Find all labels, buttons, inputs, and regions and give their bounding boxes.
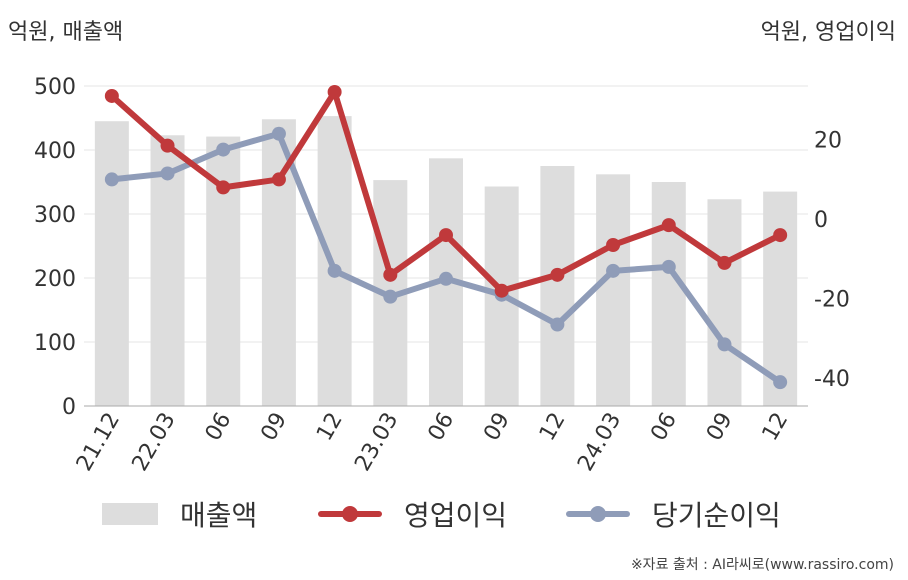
left-tick-label: 400 [34, 139, 76, 164]
legend-label-revenue: 매출액 [180, 499, 258, 532]
x-tick-label: 06 [201, 409, 237, 446]
legend-label-operating-profit: 영업이익 [404, 499, 508, 532]
x-tick-label: 09 [479, 409, 515, 446]
point-net-income [550, 317, 565, 332]
right-tick-label: -20 [814, 288, 850, 313]
point-net-income [439, 271, 453, 286]
left-tick-label: 200 [34, 267, 76, 292]
right-axis-unit: 억원, 영업이익 [760, 20, 896, 45]
point-net-income [661, 259, 676, 274]
bar-revenue [317, 116, 352, 406]
bar-revenue [596, 174, 631, 406]
left-tick-label: 100 [34, 331, 76, 356]
right-tick-label: 20 [814, 129, 842, 154]
point-operating-profit [160, 138, 175, 153]
point-operating-profit [661, 218, 676, 233]
bar-revenue [707, 199, 742, 406]
legend-item-operating-profit: 영업이익 [318, 492, 507, 536]
point-operating-profit [271, 172, 286, 187]
x-tick-label: 12 [535, 409, 571, 446]
x-tick-label: 09 [702, 409, 738, 446]
point-operating-profit [439, 228, 453, 243]
point-operating-profit [606, 238, 621, 253]
point-operating-profit [383, 267, 398, 282]
point-operating-profit [773, 228, 788, 243]
legend-swatch-operating-profit [318, 503, 382, 525]
legend-swatch-revenue [102, 503, 158, 525]
left-tick-label: 0 [62, 395, 76, 420]
x-tick-label: 12 [312, 409, 348, 446]
bar-revenue [540, 166, 575, 406]
bar-revenue [763, 191, 798, 406]
bar-revenue [94, 121, 129, 406]
x-tick-label: 06 [424, 409, 460, 446]
left-axis-unit: 억원, 매출액 [8, 20, 124, 45]
point-operating-profit [216, 180, 231, 195]
point-net-income [383, 289, 398, 304]
right-tick-label: -40 [814, 367, 850, 392]
point-operating-profit [550, 267, 565, 282]
x-tick-label: 21.12 [72, 409, 125, 476]
x-tick-label: 06 [646, 409, 682, 446]
legend-item-net-income: 당기순이익 [566, 492, 781, 536]
point-net-income [717, 337, 732, 352]
point-net-income [104, 172, 119, 187]
point-net-income [606, 263, 621, 278]
x-tick-label: 24.03 [573, 409, 626, 476]
chart-legend: 매출액 영업이익 당기순이익 [0, 492, 908, 536]
x-tick-label: 23.03 [350, 409, 403, 476]
point-net-income [216, 142, 231, 157]
point-net-income [271, 126, 286, 141]
point-net-income [160, 166, 175, 181]
point-net-income [327, 263, 342, 278]
x-tick-label: 22.03 [128, 409, 181, 476]
right-tick-label: 0 [814, 208, 828, 233]
x-tick-label: 09 [256, 409, 292, 446]
x-tick-label: 12 [758, 409, 794, 446]
left-tick-label: 500 [34, 75, 76, 100]
point-operating-profit [717, 255, 732, 270]
source-credit: ※자료 출처 : AI라씨로(www.rassiro.com) [630, 557, 894, 573]
point-net-income [773, 375, 788, 390]
left-tick-label: 300 [34, 203, 76, 228]
legend-item-revenue: 매출액 [102, 492, 257, 536]
point-operating-profit [494, 283, 509, 298]
bar-revenue [651, 182, 686, 406]
point-operating-profit [327, 84, 342, 99]
legend-swatch-net-income [566, 503, 630, 525]
legend-label-net-income: 당기순이익 [652, 499, 781, 532]
point-operating-profit [104, 88, 119, 103]
